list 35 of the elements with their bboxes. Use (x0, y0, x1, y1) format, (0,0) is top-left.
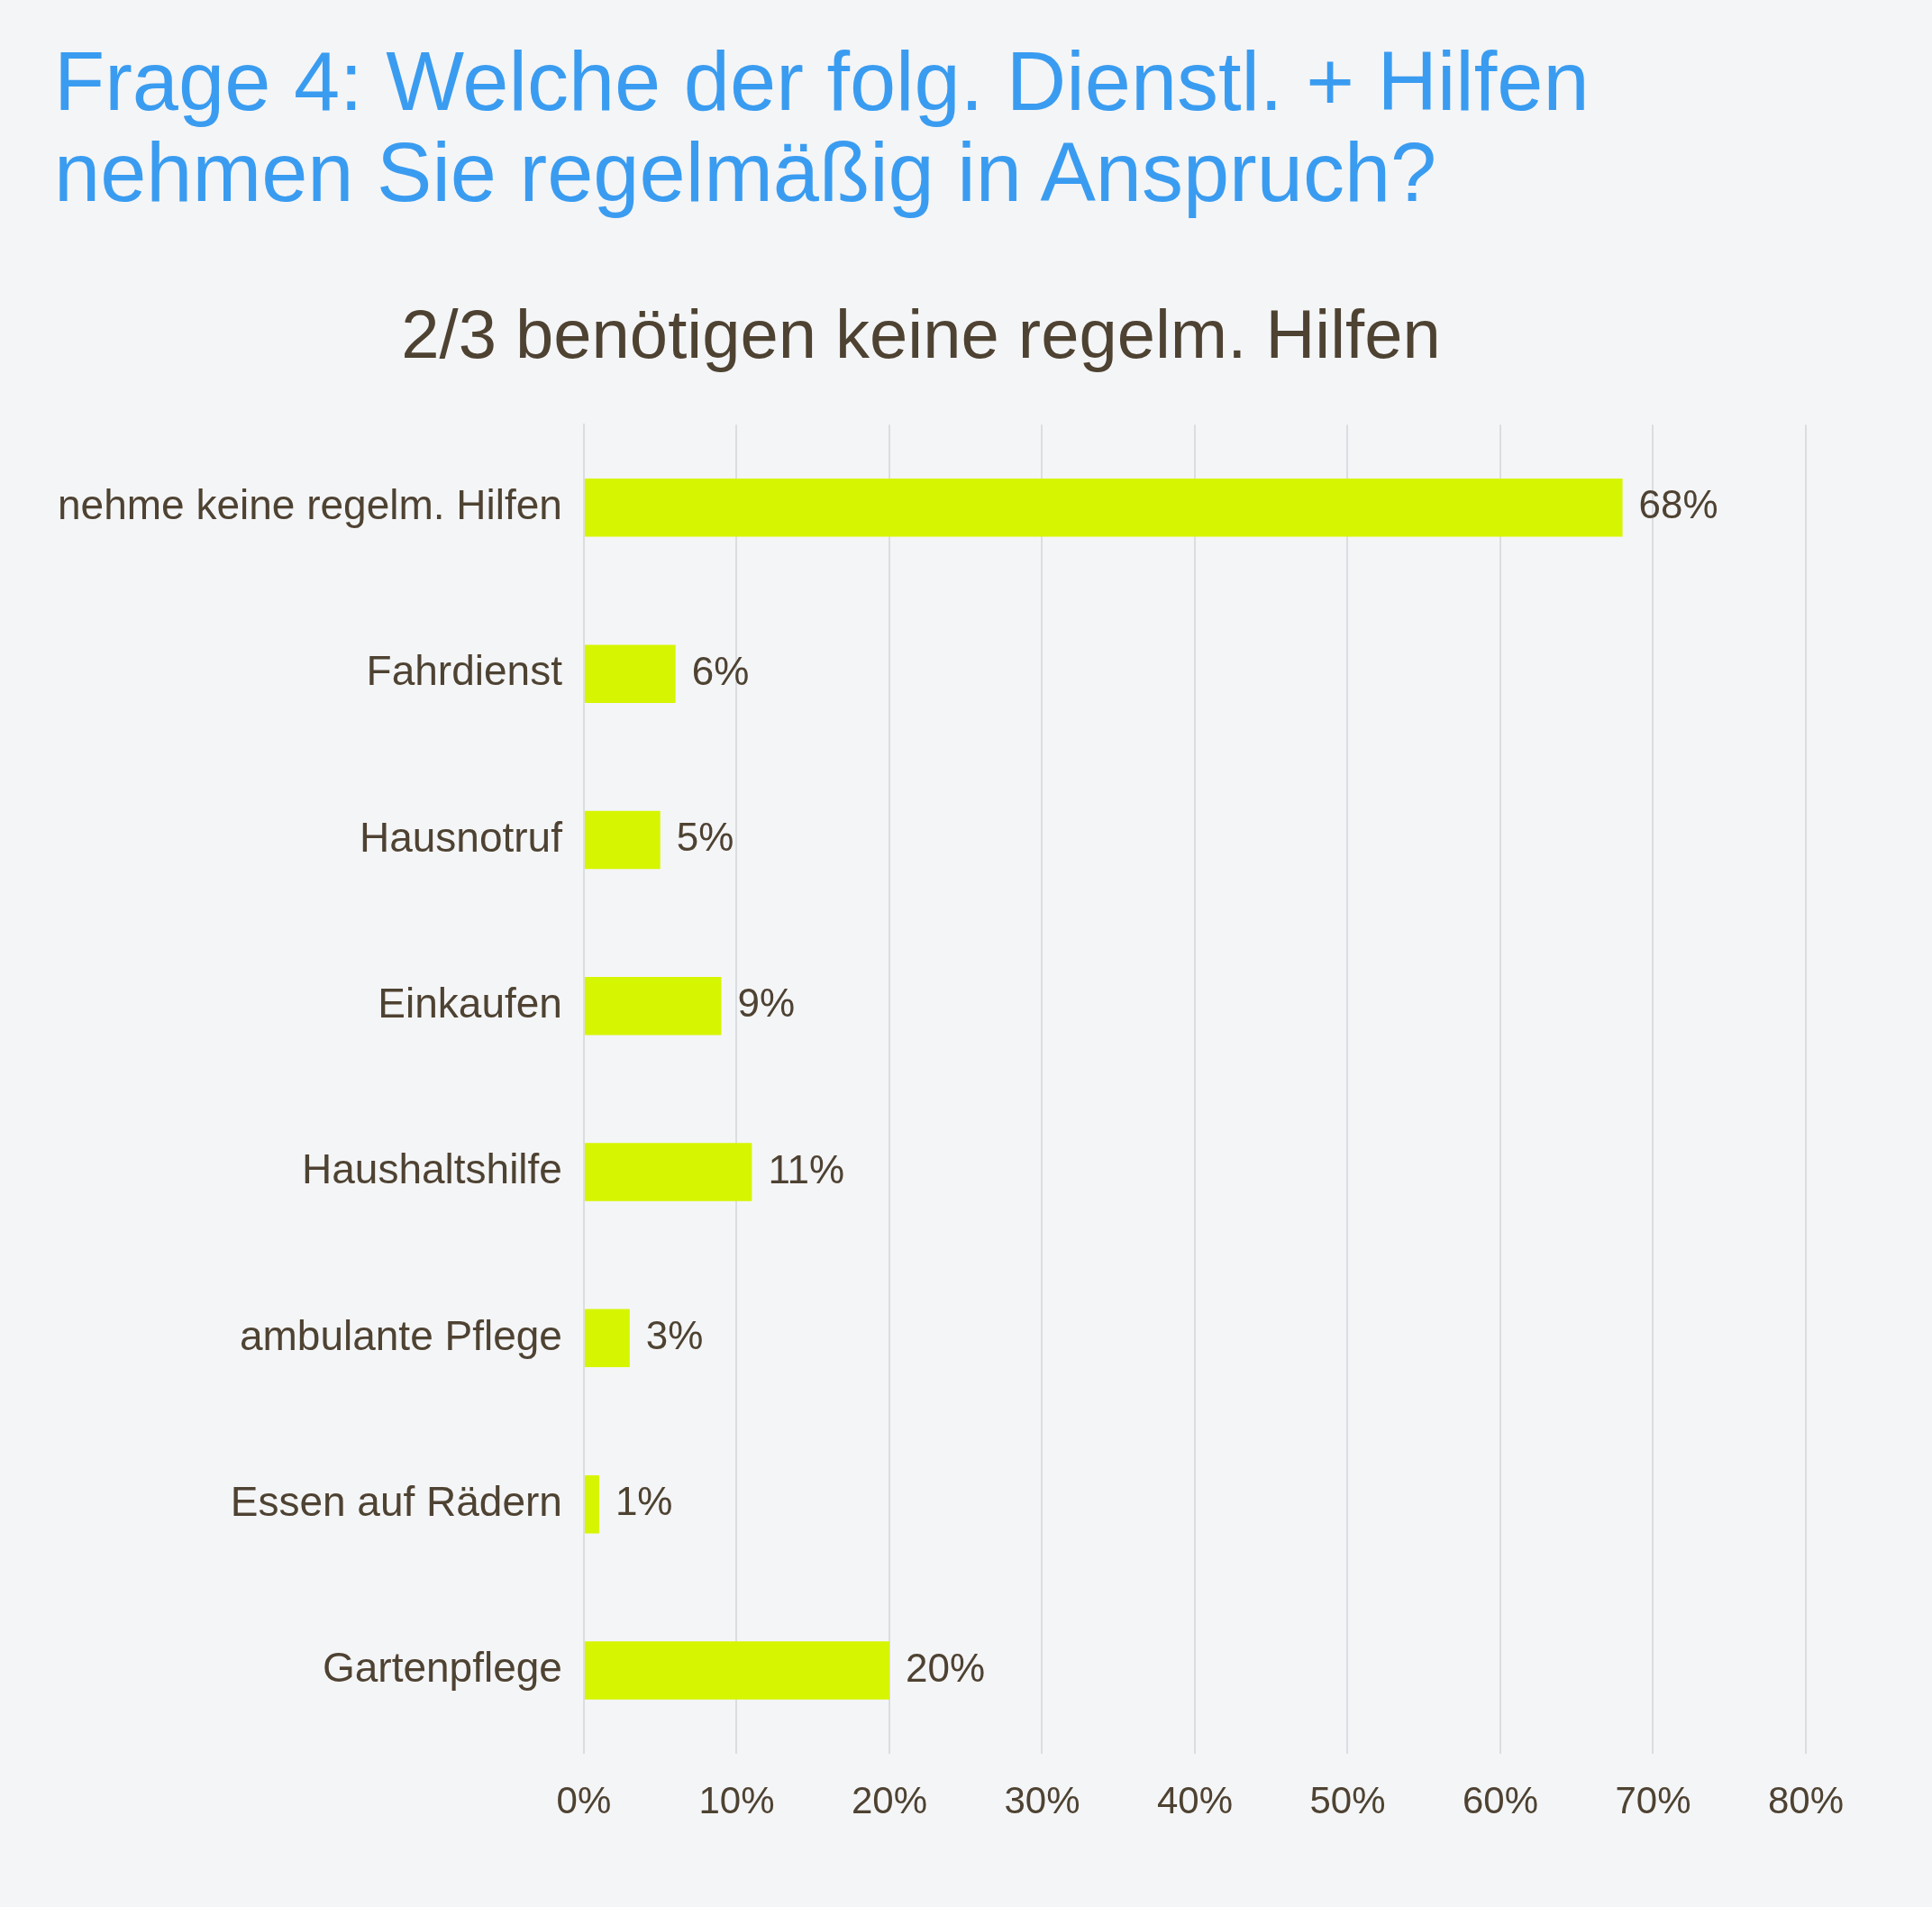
x-tick-label: 20% (851, 1779, 927, 1822)
x-tick-label: 10% (698, 1779, 775, 1822)
data-label: 6% (691, 648, 750, 693)
bar (584, 1641, 889, 1700)
y-tick-label: Hausnotruf (359, 813, 563, 861)
y-tick-label: nehme keine regelm. Hilfen (58, 481, 562, 529)
x-tick-label: 70% (1615, 1779, 1691, 1822)
x-tick-label: 0% (556, 1779, 612, 1822)
x-tick-label: 40% (1156, 1779, 1234, 1822)
y-tick-label: Fahrdienst (366, 647, 563, 695)
data-label: 1% (615, 1479, 673, 1524)
x-tick-label: 30% (1004, 1779, 1080, 1822)
y-tick-label: Essen auf Rädern (230, 1477, 562, 1525)
bar (584, 1309, 630, 1368)
data-label: 9% (737, 981, 796, 1026)
y-tick-label: Haushaltshilfe (302, 1145, 562, 1193)
data-label: 20% (905, 1645, 986, 1690)
chart-subtitle: 2/3 benötigen keine regelm. Hilfen (401, 295, 1441, 372)
y-tick-label: Gartenpflege (322, 1644, 562, 1692)
x-tick-label: 60% (1462, 1779, 1539, 1822)
x-tick-label: 50% (1309, 1779, 1386, 1822)
data-label: 5% (676, 815, 734, 860)
data-label: 68% (1638, 482, 1718, 527)
data-label: 11% (768, 1146, 845, 1191)
bar (584, 479, 1623, 537)
y-tick-label: ambulante Pflege (239, 1311, 562, 1359)
bar (584, 977, 722, 1036)
chart-title: Frage 4: Welche der folg. Dienstl. + Hilfen nehmen Sie regelmäßig in Anspruch? (53, 34, 1590, 221)
bar (584, 644, 676, 703)
bar (584, 1143, 752, 1201)
x-tick-label: 80% (1767, 1779, 1845, 1822)
y-tick-label: Einkaufen (378, 979, 562, 1026)
data-label: 3% (645, 1312, 704, 1357)
bar (584, 810, 661, 870)
bar (584, 1474, 599, 1534)
